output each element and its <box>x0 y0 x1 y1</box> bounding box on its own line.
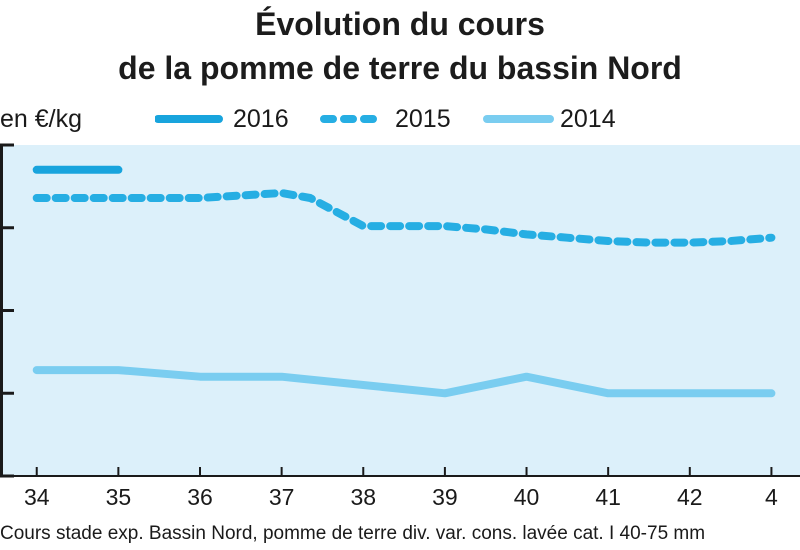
x-tick-label-34: 34 <box>24 484 50 510</box>
chart-title: Évolution du cours de la pomme de terre … <box>0 2 800 90</box>
x-tick-label-38: 38 <box>350 484 376 510</box>
chart-title-line-2: de la pomme de terre du bassin Nord <box>118 50 682 86</box>
legend-swatch-2015 <box>320 115 388 123</box>
legend-item-2014: 2014 <box>482 104 642 134</box>
x-tick-label-40: 40 <box>514 484 540 510</box>
x-tick-label-42: 42 <box>677 484 703 510</box>
legend-item-2016: 2016 <box>155 104 300 134</box>
legend-label-2016: 2016 <box>233 105 289 133</box>
series-line-2015 <box>32 189 776 247</box>
x-tick-label-43: 4 <box>765 484 778 510</box>
series-line-2014 <box>32 366 776 398</box>
legend-item-2015: 2015 <box>320 104 470 134</box>
chart-title-line-1: Évolution du cours <box>255 6 545 42</box>
y-axis <box>0 143 14 478</box>
legend-label-2015: 2015 <box>395 105 451 133</box>
x-tick-label-41: 41 <box>595 484 621 510</box>
x-tick-label-39: 39 <box>432 484 458 510</box>
x-tick-label-35: 35 <box>106 484 132 510</box>
legend-swatch-2014 <box>483 115 554 123</box>
legend-swatch-2016 <box>155 115 223 123</box>
x-tick-label-37: 37 <box>269 484 295 510</box>
line-chart: 34 35 36 37 38 39 40 41 42 4 <box>0 143 800 510</box>
x-axis: 34 35 36 37 38 39 40 41 42 4 <box>0 467 800 510</box>
series-layer <box>32 165 776 398</box>
x-tick-label-36: 36 <box>187 484 213 510</box>
chart-caption: Cours stade exp. Bassin Nord, pomme de t… <box>0 523 706 544</box>
legend-label-2014: 2014 <box>560 105 616 133</box>
y-unit-label: en €/kg <box>0 105 83 133</box>
